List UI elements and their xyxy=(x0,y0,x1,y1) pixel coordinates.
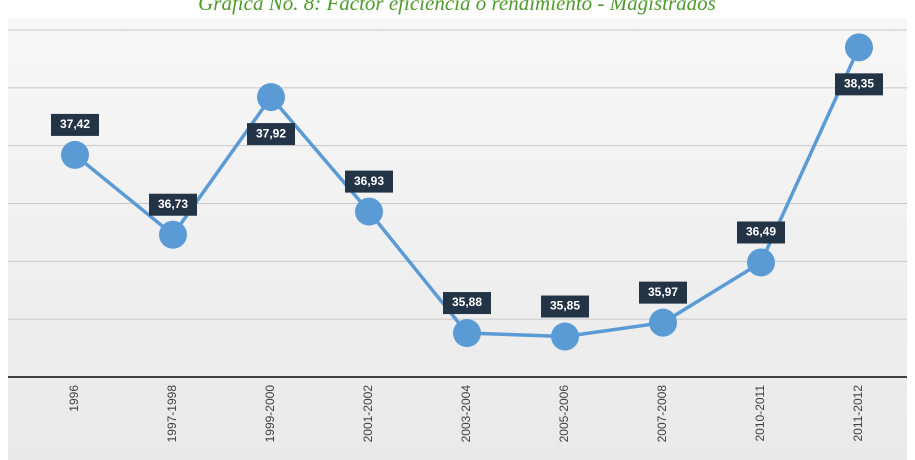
data-label: 35,97 xyxy=(639,281,687,304)
data-label-text: 35,88 xyxy=(452,295,482,309)
point xyxy=(747,248,775,277)
x-tick-label: 2005-2006 xyxy=(557,385,571,443)
data-label-box xyxy=(737,221,785,244)
data-label-text: 38,35 xyxy=(844,77,874,91)
x-tick-label: 2011-2012 xyxy=(851,385,865,442)
data-label-box xyxy=(443,292,491,315)
data-label: 35,88 xyxy=(443,292,491,315)
data-label: 38,35 xyxy=(835,73,883,96)
data-label: 36,73 xyxy=(149,193,197,216)
chart-title: Gráfica No. 8: Factor eficiencia o rendi… xyxy=(198,0,716,15)
data-label-text: 37,42 xyxy=(60,117,90,131)
x-tick-label: 1997-1998 xyxy=(165,385,179,443)
data-label: 37,42 xyxy=(51,113,99,136)
point xyxy=(845,33,873,62)
point xyxy=(551,322,579,351)
data-label-text: 35,85 xyxy=(550,299,580,313)
x-tick-label: 1996 xyxy=(67,385,81,412)
data-label-box xyxy=(541,295,589,318)
x-tick-label: 2010-2011 xyxy=(753,385,767,442)
data-label-box xyxy=(345,170,393,193)
data-label-box xyxy=(247,123,295,146)
x-tick-label: 2003-2004 xyxy=(459,385,473,443)
data-label-box xyxy=(51,113,99,136)
data-label-box xyxy=(149,193,197,216)
point xyxy=(257,83,285,112)
data-label: 36,49 xyxy=(737,221,785,244)
data-label: 36,93 xyxy=(345,170,393,193)
x-tick-label: 2007-2008 xyxy=(655,385,669,443)
data-label-text: 36,93 xyxy=(354,174,384,188)
point xyxy=(649,308,677,337)
data-label-text: 37,92 xyxy=(256,126,286,140)
x-tick-label: 2001-2002 xyxy=(361,385,375,443)
point xyxy=(159,220,187,249)
data-label-text: 36,73 xyxy=(158,197,188,211)
data-label-text: 36,49 xyxy=(746,225,776,239)
data-label: 37,92 xyxy=(247,123,295,146)
point xyxy=(355,197,383,226)
data-label-box xyxy=(639,281,687,304)
point xyxy=(61,140,89,169)
data-label: 35,85 xyxy=(541,295,589,318)
data-label-text: 35,97 xyxy=(648,285,678,299)
point xyxy=(453,319,481,348)
data-label-box xyxy=(835,73,883,96)
x-tick-label: 1999-2000 xyxy=(263,385,277,443)
